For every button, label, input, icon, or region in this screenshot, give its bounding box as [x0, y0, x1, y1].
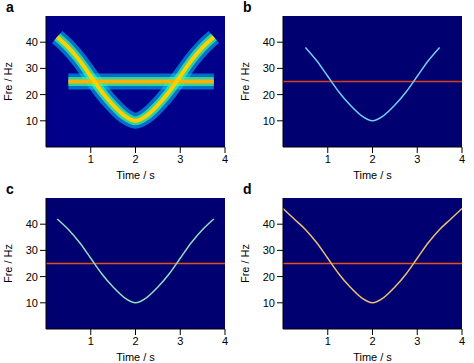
svg-text:Time / s: Time / s: [116, 169, 155, 181]
svg-text:Time / s: Time / s: [116, 351, 155, 363]
svg-text:4: 4: [222, 153, 228, 165]
svg-text:40: 40: [26, 218, 38, 230]
svg-text:4: 4: [459, 334, 465, 346]
svg-text:2: 2: [132, 334, 138, 346]
svg-text:3: 3: [177, 153, 183, 165]
html-text:d: d: [243, 180, 252, 197]
svg-text:Fre / Hz: Fre / Hz: [2, 243, 14, 282]
svg-text:10: 10: [263, 115, 275, 127]
svg-text:2: 2: [369, 334, 375, 346]
svg-text:20: 20: [263, 270, 275, 282]
svg-text:20: 20: [263, 89, 275, 101]
svg-text:3: 3: [414, 153, 420, 165]
svg-text:30: 30: [263, 62, 275, 74]
html-text:a: a: [6, 0, 14, 15]
svg-text:1: 1: [88, 334, 94, 346]
html-text:c: c: [6, 180, 14, 197]
svg-text:Fre / Hz: Fre / Hz: [239, 62, 251, 101]
svg-text:3: 3: [177, 334, 183, 346]
svg-text:10: 10: [26, 115, 38, 127]
svg-text:30: 30: [26, 62, 38, 74]
svg-text:40: 40: [263, 218, 275, 230]
svg-text:Time / s: Time / s: [353, 169, 392, 181]
svg-text:40: 40: [263, 36, 275, 48]
svg-text:20: 20: [26, 89, 38, 101]
svg-text:Time / s: Time / s: [353, 351, 392, 363]
svg-text:2: 2: [132, 153, 138, 165]
svg-text:20: 20: [26, 270, 38, 282]
svg-text:Fre / Hz: Fre / Hz: [2, 62, 14, 101]
svg-text:1: 1: [325, 153, 331, 165]
svg-text:Fre / Hz: Fre / Hz: [239, 243, 251, 282]
svg-text:4: 4: [222, 334, 228, 346]
svg-text:1: 1: [325, 334, 331, 346]
svg-text:40: 40: [26, 36, 38, 48]
svg-text:30: 30: [263, 244, 275, 256]
svg-text:2: 2: [369, 153, 375, 165]
svg-text:3: 3: [414, 334, 420, 346]
svg-text:1: 1: [88, 153, 94, 165]
svg-text:4: 4: [459, 153, 465, 165]
html-text:b: b: [243, 0, 252, 15]
svg-text:30: 30: [26, 244, 38, 256]
svg-text:10: 10: [26, 296, 38, 308]
svg-text:10: 10: [263, 296, 275, 308]
